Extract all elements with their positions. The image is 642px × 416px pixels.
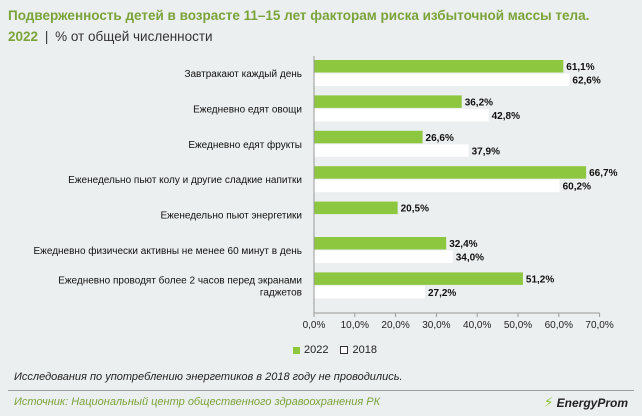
chart-year: 2022 [8,29,39,44]
value-label-2022: 36,2% [465,97,493,108]
value-label-2018: 62,6% [572,76,600,87]
category-label: Еженедельно пьют колу и другие сладкие н… [68,175,302,186]
category-label: Завтракают каждый день [184,69,302,80]
value-label-2022: 32,4% [449,239,477,250]
legend: 2022 2018 [293,344,377,356]
legend-item-2018: 2018 [340,344,377,356]
bar-2022 [314,95,462,108]
bar-2018 [314,285,425,299]
source-text: Источник: Национальный центр общественно… [14,396,381,408]
category-label: Ежедневно физически активны не менее 60 … [34,245,303,257]
legend-label-2018: 2018 [352,344,377,356]
legend-label-2022: 2022 [304,344,329,356]
value-label-2022: 61,1% [566,62,594,73]
category-label: Ежедневно едят фрукты [188,139,302,151]
value-label-2022: 51,2% [526,274,554,285]
bar-2022 [314,237,447,250]
x-tick-label: 20,0% [381,320,409,331]
bar-2022 [314,166,587,179]
bars [314,60,587,299]
legend-swatch-2022 [293,346,300,354]
category-label: Ежедневно проводят более 2 часов перед э… [58,274,302,298]
x-tick-label: 0,0% [303,320,326,331]
value-label-2022: 66,7% [589,168,617,179]
bar-2018 [314,179,560,193]
value-label-2022: 20,5% [401,204,429,215]
bar-2018 [314,108,489,122]
logo-text: EnergyProm [556,395,628,410]
category-labels: Завтракают каждый день Ежедневно едят ово… [34,69,303,298]
chart-unit: % от общей численности [55,29,213,44]
chart-title-text: Подверженность детей в возрасте 11–15 ле… [8,8,590,23]
lightning-icon: ⚡ [543,394,554,410]
value-label-2018: 37,9% [472,146,500,157]
value-label-2018: 34,0% [456,253,484,264]
x-axis: 0,0% 10,0% 20,0% 30,0% 40,0% 50,0% 60,0% 70,0% [303,56,614,331]
x-tick-label: 30,0% [422,320,450,331]
bar-2022 [314,201,398,215]
chart-title: Подверженность детей в возрасте 11–15 ле… [8,5,634,47]
x-tick-label: 70,0% [585,320,613,331]
bar-2018 [314,250,453,263]
category-label: Ежедневно едят овощи [193,104,302,115]
value-label-2018: 27,2% [428,288,456,299]
value-label-2022: 26,6% [426,133,454,144]
x-tick-label: 60,0% [545,320,573,331]
value-label-2018: 60,2% [563,182,591,193]
bar-2018 [314,73,570,86]
category-label: Еженедельно пьют энергетики [160,211,302,222]
x-tick-label: 50,0% [504,320,532,331]
bar-2022 [314,272,523,285]
legend-item-2022: 2022 [293,344,328,356]
value-label-2018: 42,8% [492,111,520,122]
x-tick-label: 40,0% [463,320,491,331]
energyprom-logo: ⚡ EnergyProm [544,394,628,411]
bar-2018 [314,144,469,157]
x-tick-label: 10,0% [341,320,369,331]
bar-2022 [314,60,564,73]
title-separator: | [44,29,49,44]
footer-divider [8,390,634,391]
legend-swatch-2018 [340,346,349,354]
footnote: Исследования по употреблению энергетиков… [14,371,403,383]
value-labels: 61,1% 62,6% 36,2% 42,8% 26,6% 37,9% 66,7% 60,2%… [401,62,618,299]
bar-2022 [314,130,423,144]
